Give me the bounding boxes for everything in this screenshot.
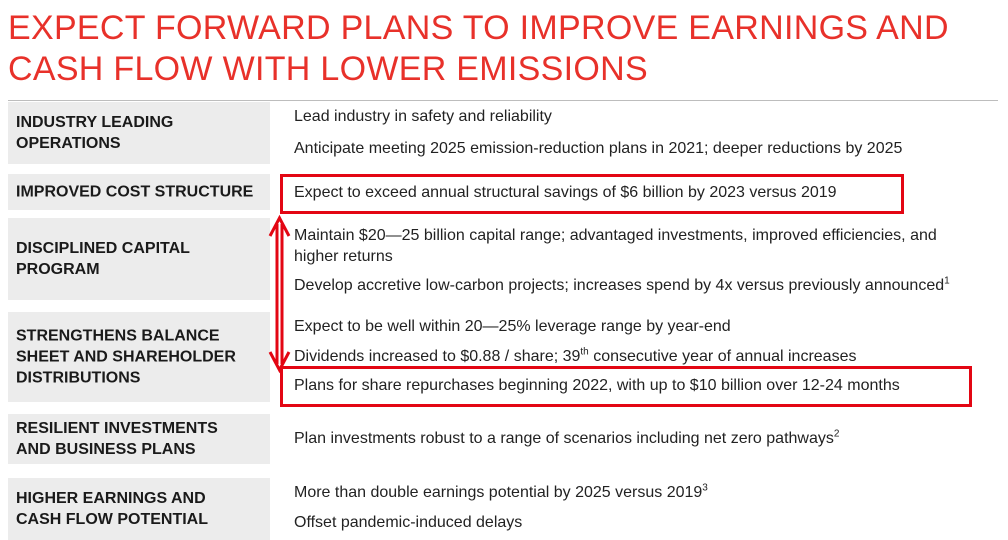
detail-item: Expect to exceed annual structural savin… — [294, 182, 994, 203]
table-top-divider — [8, 100, 998, 101]
footnote-marker: 2 — [833, 428, 840, 440]
title-line-2: CASH FLOW WITH LOWER EMISSIONS — [8, 50, 648, 88]
detail-item: Maintain $20—25 billion capital range; a… — [294, 225, 994, 267]
row-label-line: HIGHER EARNINGS AND — [16, 490, 206, 507]
row-label-cell: INDUSTRY LEADING OPERATIONS — [8, 102, 270, 164]
row-label-cell: RESILIENT INVESTMENTS AND BUSINESS PLANS — [8, 414, 270, 464]
row-label-line: OPERATIONS — [16, 135, 121, 152]
row-higher-earnings: HIGHER EARNINGS AND CASH FLOW POTENTIAL … — [8, 478, 998, 540]
detail-item: Plan investments robust to a range of sc… — [294, 428, 994, 449]
detail-item: Develop accretive low-carbon projects; i… — [294, 275, 994, 296]
detail-text: Lead industry in safety and reliability — [294, 108, 552, 125]
detail-item: Offset pandemic-induced delays — [294, 512, 994, 533]
row-label: HIGHER EARNINGS AND CASH FLOW POTENTIAL — [16, 488, 266, 530]
detail-text: higher returns — [294, 248, 393, 265]
detail-text: Plan investments robust to a range of sc… — [294, 430, 834, 447]
row-label-line: AND BUSINESS PLANS — [16, 441, 196, 458]
row-label: INDUSTRY LEADING OPERATIONS — [16, 112, 266, 154]
footnote-marker: 1 — [944, 275, 950, 287]
row-resilient-investments: RESILIENT INVESTMENTS AND BUSINESS PLANS… — [8, 414, 998, 464]
detail-text: Expect to exceed annual structural savin… — [294, 184, 837, 201]
footnote-marker: 3 — [702, 482, 708, 494]
detail-text: Offset pandemic-induced delays — [294, 514, 523, 531]
row-label-cell: DISCIPLINED CAPITAL PROGRAM — [8, 218, 270, 300]
row-disciplined-capital-program: DISCIPLINED CAPITAL PROGRAM Maintain $20… — [8, 218, 998, 300]
page-title: EXPECT FORWARD PLANS TO IMPROVE EARNINGS… — [8, 8, 998, 90]
row-label-line: SHEET AND SHAREHOLDER — [16, 348, 236, 366]
row-label: DISCIPLINED CAPITAL PROGRAM — [16, 238, 266, 280]
row-label: RESILIENT INVESTMENTS AND BUSINESS PLANS — [16, 418, 266, 460]
row-label: IMPROVED COST STRUCTURE — [16, 182, 266, 203]
detail-text: Plans for share repurchases beginning 20… — [294, 377, 900, 394]
highlight-box-cost-savings — [280, 174, 904, 214]
highlight-box-share-repurchases — [280, 366, 972, 407]
row-label-cell: STRENGTHENS BALANCE SHEET AND SHAREHOLDE… — [8, 312, 270, 402]
row-label-line: IMPROVED COST STRUCTURE — [16, 183, 254, 201]
detail-text: consecutive year of annual increases — [588, 348, 857, 365]
detail-item: Dividends increased to $0.88 / share; 39… — [294, 346, 994, 367]
row-label-cell: IMPROVED COST STRUCTURE — [8, 174, 270, 210]
detail-item: Anticipate meeting 2025 emission-reducti… — [294, 138, 994, 159]
detail-item: Expect to be well within 20—25% leverage… — [294, 316, 994, 337]
detail-text: Maintain $20—25 billion capital range; a… — [294, 227, 937, 244]
row-label-line: STRENGTHENS BALANCE — [16, 327, 220, 345]
row-label-line: CASH FLOW POTENTIAL — [16, 511, 208, 528]
detail-item: More than double earnings potential by 2… — [294, 482, 994, 503]
row-balance-sheet-distributions: STRENGTHENS BALANCE SHEET AND SHAREHOLDE… — [8, 312, 998, 402]
row-label-line: PROGRAM — [16, 261, 100, 278]
detail-text: Anticipate meeting 2025 emission-reducti… — [294, 140, 903, 157]
row-label-line: INDUSTRY LEADING — [16, 114, 174, 131]
detail-text: Dividends increased to $0.88 / share; 39 — [294, 348, 581, 365]
row-label-line: RESILIENT INVESTMENTS — [16, 420, 218, 437]
row-label-line: DISTRIBUTIONS — [16, 369, 141, 387]
row-label: STRENGTHENS BALANCE SHEET AND SHAREHOLDE… — [16, 326, 266, 389]
title-line-1: EXPECT FORWARD PLANS TO IMPROVE EARNINGS… — [8, 9, 949, 47]
row-label-line: DISCIPLINED CAPITAL — [16, 240, 190, 257]
ordinal-suffix: th — [580, 346, 589, 358]
row-industry-leading-operations: INDUSTRY LEADING OPERATIONS Lead industr… — [8, 102, 998, 164]
detail-item: Plans for share repurchases beginning 20… — [294, 375, 994, 396]
detail-text: Expect to be well within 20—25% leverage… — [294, 318, 731, 335]
detail-text: More than double earnings potential by 2… — [294, 484, 703, 501]
row-improved-cost-structure: IMPROVED COST STRUCTURE Expect to exceed… — [8, 174, 998, 210]
detail-item: Lead industry in safety and reliability — [294, 106, 994, 127]
row-label-cell: HIGHER EARNINGS AND CASH FLOW POTENTIAL — [8, 478, 270, 540]
detail-text: Develop accretive low-carbon projects; i… — [294, 277, 945, 294]
